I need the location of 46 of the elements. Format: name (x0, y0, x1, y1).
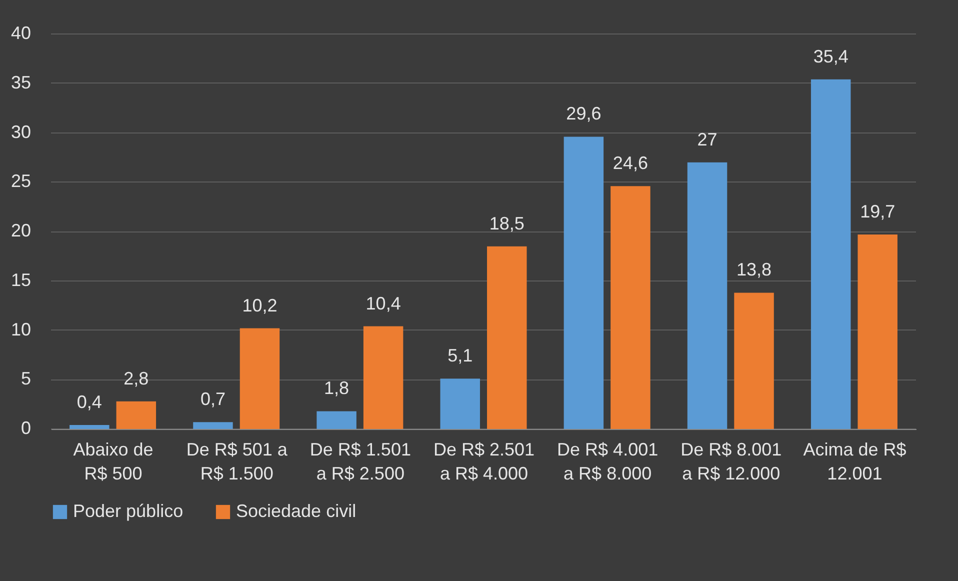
y-tick-label: 40 (10, 23, 31, 43)
x-tick-label: De R$ 1.501 a R$ 2.500 (310, 440, 411, 484)
bar (316, 411, 356, 429)
bar (240, 328, 280, 429)
bar (487, 246, 527, 429)
y-tick-label: 10 (10, 319, 31, 340)
bar (440, 378, 480, 429)
bar (810, 79, 851, 429)
data-label: 2,8 (124, 368, 149, 388)
legend-label: Poder público (73, 501, 184, 521)
data-label: 0,4 (76, 392, 102, 412)
data-label: 27 (697, 129, 718, 150)
y-tick-label: 25 (10, 171, 31, 192)
bar (70, 425, 110, 429)
data-label: 10,4 (366, 293, 401, 314)
x-tick-label: Acima de R$ 12.001 (803, 440, 906, 484)
y-tick-label: 0 (20, 418, 31, 438)
bar (564, 136, 604, 429)
data-label: 35,4 (813, 46, 848, 66)
data-label: 1,8 (324, 378, 350, 398)
y-tick-label: 20 (10, 220, 31, 240)
bar (193, 422, 233, 429)
data-label: 18,5 (489, 213, 524, 234)
legend-label: Sociedade civil (236, 501, 356, 521)
data-label: 13,8 (736, 260, 772, 280)
x-tick-label: De R$ 8.001 a R$ 12.000 (680, 440, 782, 484)
bar (734, 292, 774, 429)
bar (610, 186, 650, 429)
x-tick-label: De R$ 4.001 a R$ 8.000 (557, 440, 658, 484)
data-label: 10,2 (242, 295, 278, 316)
bar (116, 401, 156, 429)
y-tick-label: 15 (10, 270, 31, 290)
data-label: 24,6 (612, 153, 648, 174)
data-label: 29,6 (566, 104, 602, 124)
data-label: 0,7 (200, 389, 226, 410)
bar (858, 234, 898, 429)
y-tick-label: 30 (10, 122, 31, 142)
data-label: 5,1 (448, 346, 473, 366)
x-tick-label: De R$ 501 a R$ 1.500 (186, 440, 288, 484)
bar (687, 162, 728, 429)
bar (363, 326, 404, 429)
data-label: 19,7 (860, 201, 896, 222)
x-tick-label: De R$ 2.501 a R$ 4.000 (433, 440, 535, 484)
y-tick-label: 5 (20, 368, 31, 389)
x-tick-label: Abaixo de R$ 500 (73, 440, 154, 484)
y-tick-label: 35 (10, 72, 31, 92)
